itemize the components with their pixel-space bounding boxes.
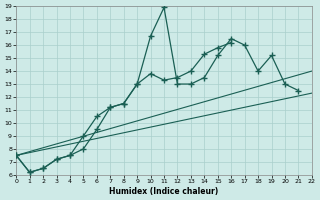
- X-axis label: Humidex (Indice chaleur): Humidex (Indice chaleur): [109, 187, 219, 196]
